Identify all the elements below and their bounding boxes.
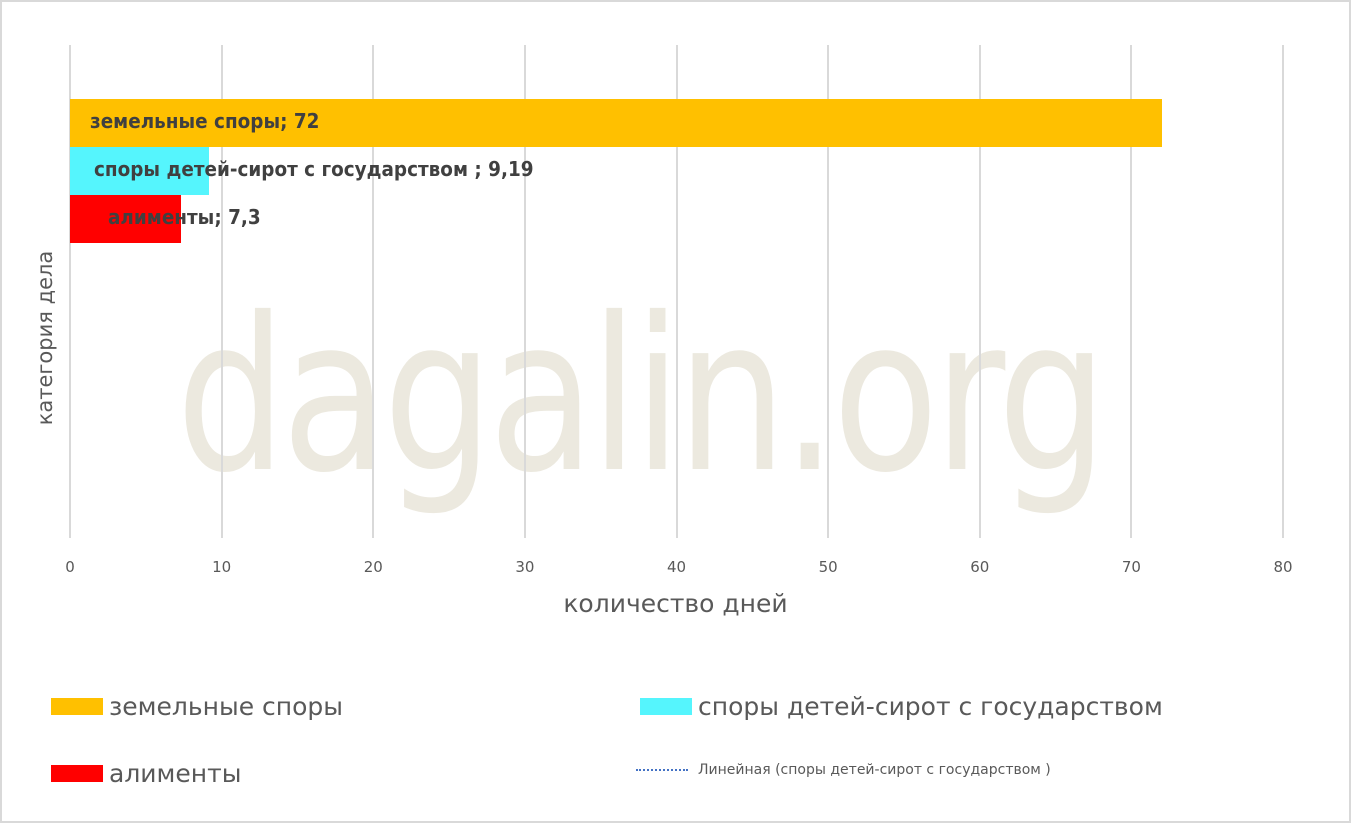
x-tick-label: 0	[65, 558, 75, 576]
legend-item-land-disputes[interactable]: земельные споры	[51, 692, 343, 721]
watermark: dagalin.org	[176, 272, 1108, 519]
legend-label: земельные споры	[109, 692, 344, 721]
gridline	[675, 45, 678, 538]
bar-data-label: споры детей-сирот с государством ; 9,19	[94, 157, 534, 181]
legend-item-alimony[interactable]: алименты	[51, 759, 241, 788]
bar[interactable]	[70, 195, 181, 243]
gridline	[220, 45, 223, 538]
plot-area: земельные споры; 72 споры детей-сирот с г…	[69, 45, 1284, 538]
legend-label: споры детей-сирот с государством	[698, 692, 1163, 721]
bar-data-label: алименты; 7,3	[108, 205, 261, 229]
legend-swatch-land-disputes	[51, 698, 103, 715]
legend-item-trendline[interactable]: Линейная (споры детей-сирот с государств…	[636, 762, 1051, 778]
gridline	[523, 45, 526, 538]
x-axis-title: количество дней	[0, 589, 1351, 618]
y-axis-title: категория дела	[33, 250, 57, 426]
bar[interactable]	[70, 147, 210, 195]
legend-label: алименты	[109, 759, 242, 788]
gridline	[978, 45, 981, 538]
gridline	[1282, 45, 1284, 538]
legend-label: Линейная (споры детей-сирот с государств…	[698, 762, 1051, 778]
gridline	[827, 45, 830, 538]
dotted-line-icon	[636, 769, 688, 771]
x-tick-label: 40	[666, 558, 687, 576]
gridline	[1130, 45, 1133, 538]
x-tick-label: 60	[970, 558, 990, 576]
legend-item-orphan-disputes[interactable]: споры детей-сирот с государством	[640, 692, 1163, 721]
x-tick-label: 10	[212, 558, 232, 576]
x-tick-label: 20	[363, 558, 383, 576]
x-tick-label: 70	[1121, 558, 1141, 576]
x-axis-title-text: количество дней	[563, 589, 788, 618]
x-tick-label: 50	[818, 558, 838, 576]
bar-data-label: земельные споры; 72	[90, 109, 320, 133]
legend-swatch-orphan-disputes	[640, 698, 692, 715]
bar[interactable]	[70, 99, 1162, 147]
legend-swatch-alimony	[51, 765, 103, 782]
gridline	[372, 45, 375, 538]
gridline	[69, 45, 71, 538]
x-tick-label: 30	[515, 558, 535, 576]
x-tick-label: 80	[1273, 558, 1293, 576]
